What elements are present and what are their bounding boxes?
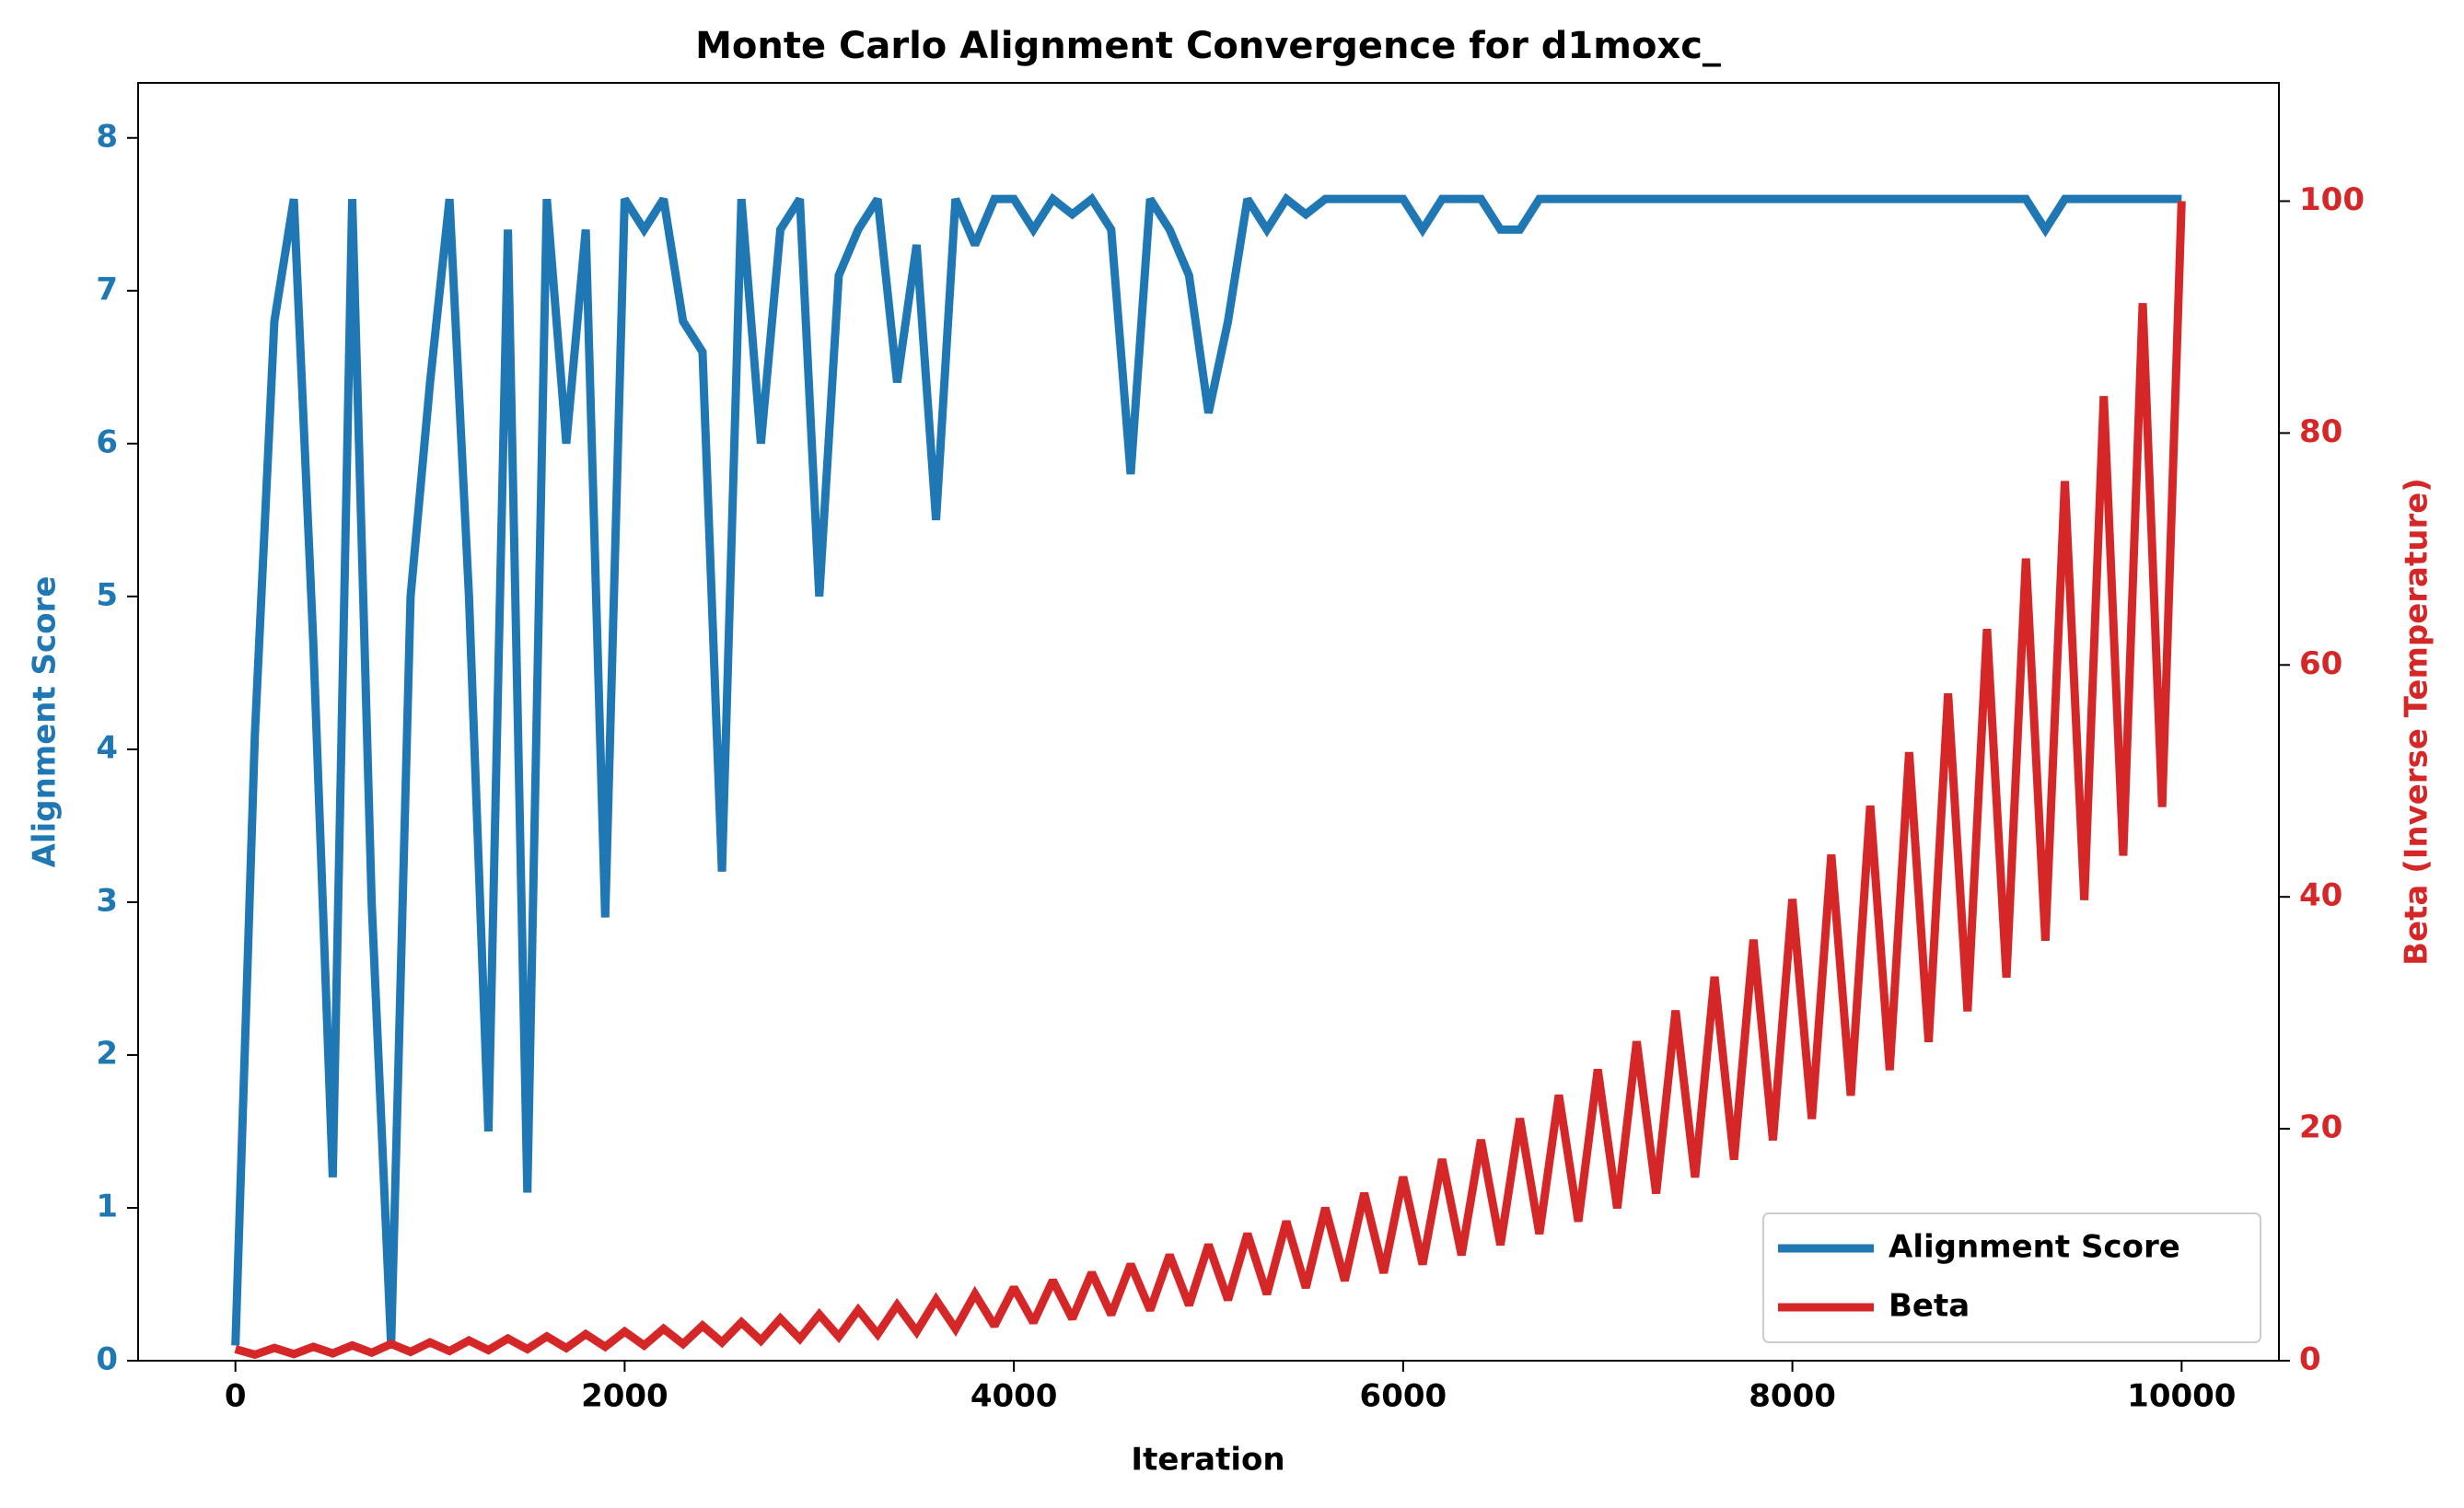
y-tick-label: 8 [96,118,118,155]
y-axis-label: Alignment Score [27,576,64,868]
y2-tick-label: 20 [2299,1109,2342,1146]
x-axis-label: Iteration [1131,1442,1284,1479]
y-tick-label: 1 [96,1188,118,1224]
y-tick-label: 3 [96,882,118,919]
x-tick-label: 8000 [1749,1378,1836,1415]
x-tick-label: 0 [225,1378,247,1415]
y2-axis-label: Beta (Inverse Temperature) [2399,478,2435,966]
y2-tick-label: 60 [2299,645,2342,682]
y2-tick-label: 0 [2299,1341,2321,1378]
legend-label: Beta [1889,1288,1970,1325]
y-tick-label: 0 [96,1341,118,1378]
y2-tick-label: 80 [2299,413,2342,450]
x-tick-label: 10000 [2127,1378,2236,1415]
y-tick-label: 5 [96,576,118,613]
y-tick-label: 2 [96,1035,118,1072]
legend-label: Alignment Score [1889,1229,2180,1266]
y-tick-label: 4 [96,729,118,766]
plot-frame [137,82,2280,1362]
y-tick-label: 6 [96,423,118,460]
chart-title: Monte Carlo Alignment Convergence for d1… [695,25,1721,67]
legend-box [1762,1212,2261,1343]
x-tick-label: 2000 [581,1378,668,1415]
y2-tick-label: 100 [2299,181,2365,218]
y-tick-label: 7 [96,271,118,307]
y2-tick-label: 40 [2299,877,2342,914]
series-line [234,201,2186,1360]
series-line [231,192,2182,1346]
x-tick-label: 6000 [1360,1378,1447,1415]
x-tick-label: 4000 [970,1378,1058,1415]
